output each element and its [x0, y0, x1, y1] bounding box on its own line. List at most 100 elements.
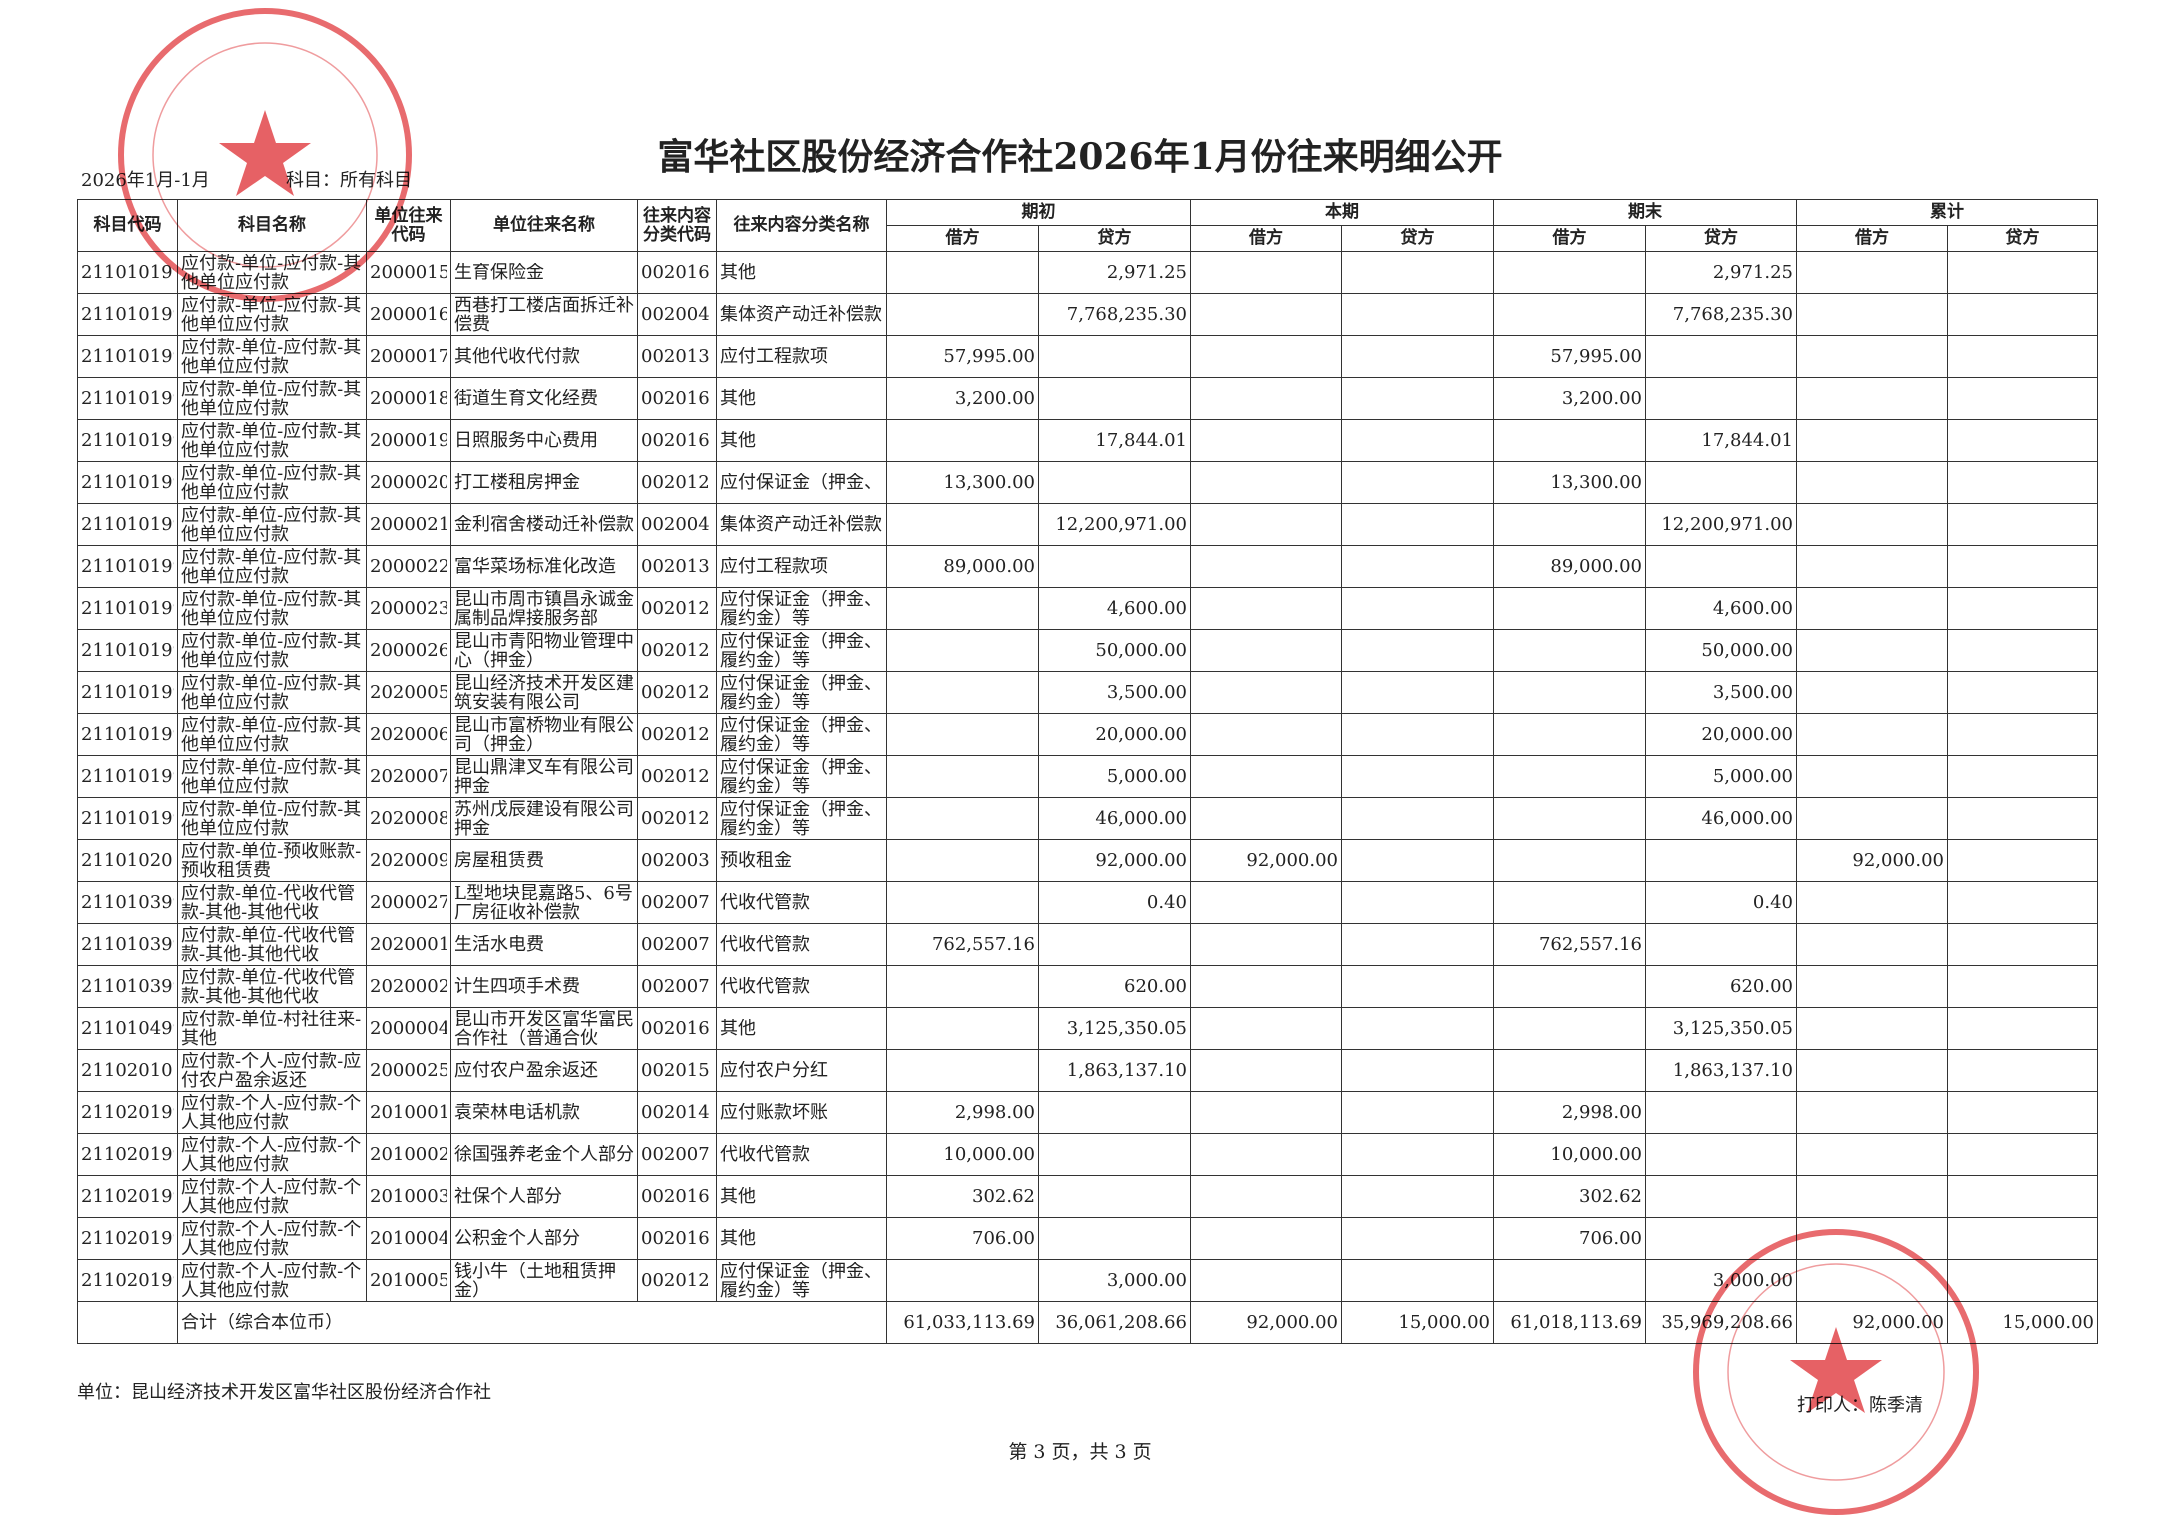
text-cell: 2110103999	[77, 923, 178, 966]
text-cell: 代收代管款	[716, 965, 887, 1008]
text-cell: 房屋租赁费	[450, 839, 638, 882]
text-cell: 002013	[637, 335, 717, 378]
text-cell: 002014	[637, 1091, 717, 1134]
amount-cell	[1645, 335, 1797, 378]
text-cell: 日照服务中心费用	[450, 419, 638, 462]
cell-text: 002016	[641, 1187, 710, 1206]
cell-text: 应付农户分红	[720, 1061, 828, 1080]
cell-text: 应付款-单位-代收代管款-其他-其他代收	[181, 925, 356, 964]
text-cell: 其他	[716, 1217, 887, 1260]
amount-cell: 12,200,971.00	[1038, 503, 1191, 546]
cell-text: 2000020	[370, 473, 447, 492]
amount-cell	[886, 965, 1039, 1008]
amount-cell	[1038, 1133, 1191, 1176]
cell-text: 211020101	[81, 1061, 174, 1080]
subject: 科目：所有科目	[286, 170, 412, 191]
text-cell: 211010199	[77, 671, 178, 714]
amount-cell	[1190, 629, 1342, 672]
amount-cell	[1341, 1007, 1494, 1050]
cell-text: 12,200,971.00	[1055, 515, 1187, 534]
text-cell: 昆山市开发区富华富民合作社（普通合伙	[450, 1007, 638, 1050]
page-number: 第 3 页，共 3 页	[1008, 1441, 1152, 1463]
text-cell: 2000023	[366, 587, 451, 630]
amount-cell: 7,768,235.30	[1038, 293, 1191, 336]
column-header: 单位往来代码	[366, 199, 451, 252]
text-cell: 其他	[716, 1007, 887, 1050]
amount-cell	[1341, 923, 1494, 966]
data-row: 211010199 应付款-单位-应付款-其他单位应付款 2020005 昆山经济技术…	[77, 671, 2098, 714]
amount-cell: 10,000.00	[886, 1133, 1039, 1176]
amount-cell: 92,000.00	[1038, 839, 1191, 882]
cell-text: 50,000.00	[1095, 641, 1187, 660]
cell-text: 代收代管款	[720, 893, 810, 912]
amount-cell: 57,995.00	[886, 335, 1039, 378]
cell-text: 其他	[720, 1019, 756, 1038]
amount-cell	[1796, 377, 1948, 420]
amount-cell	[1947, 923, 2098, 966]
text-cell: 2110103999	[77, 881, 178, 924]
amount-cell	[1796, 713, 1948, 756]
amount-cell	[1947, 671, 2098, 714]
amount-cell	[886, 503, 1039, 546]
data-row: 211020101 应付款-个人-应付款-应付农户盈余返还 2000025 应付农户盈…	[77, 1049, 2098, 1092]
cell-text: 211010199	[81, 683, 174, 702]
cell-text: 应付款-单位-应付款-其他单位应付款	[181, 673, 362, 712]
amount-cell	[1645, 1175, 1797, 1218]
text-cell: 应付保证金（押金、履约金）等	[716, 671, 887, 714]
cell-text: 集体资产动迁补偿款	[720, 305, 882, 324]
text-cell: 2000026	[366, 629, 451, 672]
text-cell: 富华菜场标准化改造	[450, 545, 638, 588]
amount-cell: 17,844.01	[1038, 419, 1191, 462]
cell-text: 002007	[641, 935, 710, 954]
cell-text: 002016	[641, 1229, 710, 1248]
amount-cell: 3,500.00	[1645, 671, 1797, 714]
data-row: 211010199 应付款-单位-应付款-其他单位应付款 2000020 打工楼租房押…	[77, 461, 2098, 504]
amount-cell: 7,768,235.30	[1645, 293, 1797, 336]
amount-cell	[886, 881, 1039, 924]
cell-text: 2000023	[370, 599, 447, 618]
cell-text: 211010199	[81, 599, 174, 618]
data-row: 2110103999 应付款-单位-代收代管款-其他-其他代收 2000027 L型地…	[77, 881, 2098, 924]
ledger-table: 科目代码 科目名称 单位往来代码 单位往来名称 往来内容分类代码 往来内容分类名称 期初 本期…	[77, 199, 2098, 1344]
cell-text: 762,557.16	[931, 935, 1035, 954]
amount-cell	[1038, 377, 1191, 420]
amount-cell: 620.00	[1645, 965, 1797, 1008]
cell-text: 211020199	[81, 1103, 174, 1122]
data-row: 211010199 应付款-单位-应付款-其他单位应付款 2000017 其他代收代付…	[77, 335, 2098, 378]
cell-text: 92,000.00	[1246, 851, 1338, 870]
text-cell: 002012	[637, 671, 717, 714]
cell-text: 应付款-个人-应付款-应付农户盈余返还	[181, 1051, 362, 1090]
cell-text: 2000021	[370, 515, 447, 534]
amount-cell	[1341, 419, 1494, 462]
text-cell: 应付账款坏账	[716, 1091, 887, 1134]
cell-text: 应付款-单位-应付款-其他单位应付款	[181, 505, 362, 544]
amount-cell	[1038, 1217, 1191, 1260]
amount-cell	[1796, 251, 1948, 294]
amount-cell	[886, 629, 1039, 672]
amount-cell	[1947, 587, 2098, 630]
amount-cell	[1796, 629, 1948, 672]
cell-text: 应付保证金（押金、履约金）等	[720, 1261, 882, 1300]
cell-text: 应付保证金（押金、履约金）等	[720, 589, 882, 628]
cell-text: 2110103999	[81, 935, 174, 954]
cell-text: 762,557.16	[1538, 935, 1642, 954]
cell-text: 211010499	[81, 1019, 174, 1038]
cell-text: 002016	[641, 389, 710, 408]
text-cell: 002016	[637, 1007, 717, 1050]
text-cell: 应付款-单位-应付款-其他单位应付款	[177, 629, 367, 672]
text-cell: 应付款-单位-应付款-其他单位应付款	[177, 587, 367, 630]
cell-text: 46,000.00	[1095, 809, 1187, 828]
amount-cell: 89,000.00	[886, 545, 1039, 588]
cell-text: 3,200.00	[954, 389, 1035, 408]
column-header: 单位往来名称	[450, 199, 638, 252]
text-cell: 应付款-单位-应付款-其他单位应付款	[177, 419, 367, 462]
text-cell: 应付款-单位-应付款-其他单位应付款	[177, 293, 367, 336]
text-cell: 2000022	[366, 545, 451, 588]
amount-cell	[1493, 293, 1646, 336]
amount-cell	[1493, 1007, 1646, 1050]
amount-cell: 0.40	[1038, 881, 1191, 924]
cell-text: 应付款-单位-应付款-其他单位应付款	[181, 421, 362, 460]
data-row: 211010199 应付款-单位-应付款-其他单位应付款 2000019 日照服务中心…	[77, 419, 2098, 462]
text-cell: 002007	[637, 1133, 717, 1176]
